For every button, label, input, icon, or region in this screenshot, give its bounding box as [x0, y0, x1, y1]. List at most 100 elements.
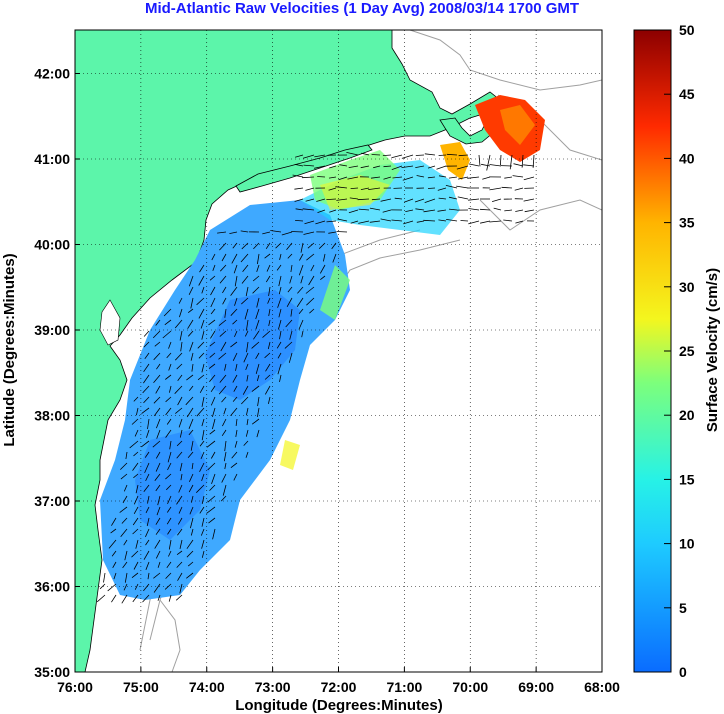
current-vector [278, 319, 282, 330]
current-vector [383, 176, 392, 180]
current-vector [112, 561, 117, 568]
current-vector [155, 517, 161, 525]
current-vector [153, 407, 161, 417]
current-vector [132, 528, 139, 535]
current-vector [209, 484, 216, 491]
current-vector [232, 319, 238, 325]
current-vector [255, 352, 260, 360]
current-vector [350, 187, 359, 189]
current-vector [277, 297, 282, 308]
current-vector [201, 429, 205, 441]
current-vector [153, 572, 161, 579]
current-vector [229, 231, 238, 234]
current-vector [270, 230, 282, 233]
current-vector [348, 209, 359, 214]
current-vector [308, 275, 315, 286]
current-vector [199, 506, 205, 514]
current-vector [222, 286, 227, 294]
current-vector [284, 341, 293, 349]
current-vector [169, 385, 172, 393]
current-vector [133, 396, 139, 402]
current-vector [448, 176, 458, 179]
current-vector [337, 218, 348, 222]
current-vector [179, 429, 183, 438]
current-vector [302, 176, 315, 179]
current-vector [486, 154, 491, 171]
current-vector [265, 242, 271, 250]
current-vectors [96, 152, 535, 604]
current-vector [277, 363, 282, 375]
current-vector [244, 308, 249, 320]
current-vector [290, 264, 293, 273]
current-vector [268, 308, 271, 317]
x-tick-label: 76:00 [57, 679, 93, 695]
current-vector [122, 495, 128, 504]
current-vector [242, 385, 249, 395]
current-vector [423, 209, 436, 213]
current-vector [456, 185, 469, 189]
current-vector [188, 418, 194, 429]
current-vector [123, 583, 128, 591]
y-tick-label: 37:00 [34, 493, 70, 509]
current-vector [146, 517, 150, 527]
current-vector [328, 187, 337, 191]
colorbar-tick-label: 25 [679, 343, 695, 359]
current-vector [295, 208, 304, 211]
current-vector [299, 253, 304, 261]
current-vector [523, 198, 535, 202]
current-vector [338, 176, 348, 181]
current-vector [481, 163, 491, 167]
current-vector [96, 594, 106, 603]
current-vector [319, 264, 326, 274]
current-vector [201, 550, 205, 558]
current-vector [404, 198, 414, 203]
current-vector [281, 231, 293, 236]
current-vector [326, 198, 337, 200]
current-vector [155, 385, 161, 394]
current-vector [122, 561, 128, 569]
velocity-field [100, 95, 545, 600]
current-vector [143, 484, 150, 492]
current-vector [178, 484, 183, 493]
current-vector [209, 352, 216, 358]
current-vector [514, 187, 524, 191]
current-vector [179, 308, 183, 318]
current-vector [134, 429, 139, 437]
current-vector [427, 176, 436, 179]
current-vector [233, 385, 238, 392]
map-title: Mid-Atlantic Raw Velocities (1 Day Avg) … [144, 0, 580, 17]
current-vector [257, 253, 260, 265]
current-vector [133, 451, 139, 457]
current-vector [489, 164, 502, 167]
current-vector [370, 176, 381, 179]
current-vector [212, 407, 216, 418]
current-vector [296, 297, 304, 308]
current-vector [156, 429, 161, 439]
current-vector [368, 187, 381, 190]
current-vector [448, 196, 458, 200]
current-vector [369, 207, 381, 211]
colorbar-ticks: 0 5 10 15 20 25 30 35 40 45 50 [664, 22, 695, 680]
current-vector [256, 429, 260, 438]
current-vector [243, 352, 249, 363]
current-vector [427, 187, 436, 189]
current-vector [257, 396, 260, 407]
y-tick-label: 39:00 [34, 322, 70, 338]
current-vector [188, 484, 194, 493]
current-vector [287, 253, 293, 259]
current-vector [145, 539, 150, 546]
current-vector [143, 363, 150, 373]
current-vector [217, 231, 227, 234]
current-vector [221, 396, 227, 403]
current-vector [234, 330, 238, 338]
current-vector [416, 175, 425, 178]
current-vector [438, 175, 447, 178]
current-vector [438, 154, 447, 156]
current-vector [371, 154, 381, 156]
current-vector [305, 187, 315, 191]
current-vector [188, 286, 194, 295]
current-vector [402, 176, 414, 181]
current-vector [222, 418, 227, 427]
current-vector [292, 174, 304, 178]
